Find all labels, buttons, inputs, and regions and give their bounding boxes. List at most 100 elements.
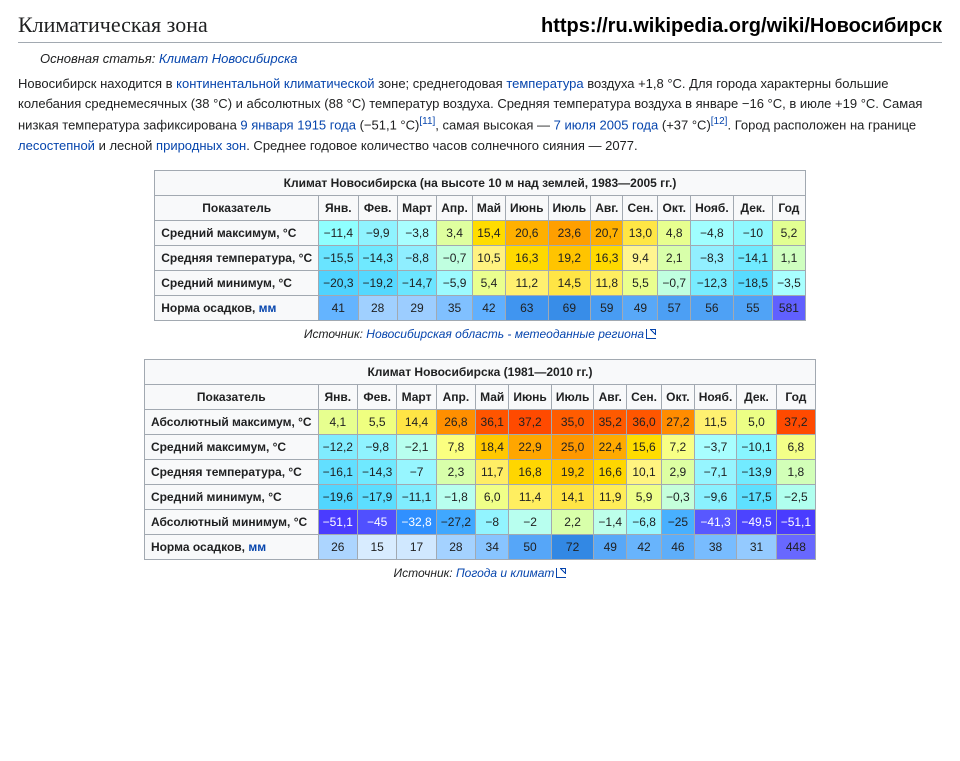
hatnote-link[interactable]: Климат Новосибирска [159,51,298,66]
data-cell: 6,8 [776,434,815,459]
data-cell: −2 [509,509,552,534]
data-cell: −25 [662,509,695,534]
col-year: Год [773,195,806,220]
source-link-2[interactable]: Погода и климат [456,566,566,580]
table-row: Средняя температура, °C−15,5−14,3−8,8−0,… [155,245,806,270]
data-cell: 19,2 [548,245,591,270]
table-row: Норма осадков, мм26151728345072494246383… [144,534,815,559]
source-link-1[interactable]: Новосибирская область - метеоданные реги… [366,327,656,341]
data-cell: 25,0 [551,434,594,459]
data-cell: 4,1 [318,409,357,434]
data-cell: 57 [658,295,691,320]
col-month: Май [476,384,509,409]
data-cell: 22,4 [594,434,627,459]
data-cell: −0,7 [658,270,691,295]
data-cell: 5,5 [357,409,396,434]
col-month: Сен. [627,384,662,409]
data-cell: 35,0 [551,409,594,434]
table-row: Средний максимум, °C−11,4−9,9−3,83,415,4… [155,220,806,245]
col-month: Июнь [506,195,549,220]
col-month: Окт. [658,195,691,220]
data-cell: 41 [319,295,358,320]
col-month: Март [397,384,436,409]
col-month: Апр. [437,195,473,220]
data-cell: 49 [623,295,658,320]
ref-12[interactable]: [12] [711,116,728,127]
col-indicator: Показатель [155,195,319,220]
data-cell: 11,9 [594,484,627,509]
data-cell: −19,2 [358,270,397,295]
data-cell: −6,8 [627,509,662,534]
col-month: Апр. [436,384,475,409]
section-title: Климатическая зона [18,12,208,38]
data-cell: −16,1 [318,459,357,484]
col-month: Нояб. [694,384,737,409]
table-row: Средняя температура, °C−16,1−14,3−72,311… [144,459,815,484]
data-cell: 56 [691,295,734,320]
data-cell: 448 [776,534,815,559]
data-cell: −2,5 [776,484,815,509]
data-cell: 5,4 [472,270,505,295]
data-cell: 7,2 [662,434,695,459]
data-cell: 5,9 [627,484,662,509]
data-cell: 11,2 [506,270,549,295]
data-cell: 2,1 [658,245,691,270]
col-month: Янв. [319,195,358,220]
data-cell: 11,8 [591,270,623,295]
data-cell: 19,2 [551,459,594,484]
data-cell: −12,3 [691,270,734,295]
data-cell: −14,1 [733,245,772,270]
data-cell: 15,4 [472,220,505,245]
data-cell: −0,3 [662,484,695,509]
data-cell: 38 [694,534,737,559]
row-label: Средний минимум, °C [144,484,318,509]
data-cell: −14,3 [358,245,397,270]
col-month: Дек. [737,384,776,409]
data-cell: 35 [437,295,473,320]
data-cell: 10,1 [627,459,662,484]
data-cell: 2,3 [436,459,475,484]
row-label: Средний максимум, °C [144,434,318,459]
data-cell: 5,0 [737,409,776,434]
row-label: Абсолютный минимум, °C [144,509,318,534]
data-cell: −41,3 [694,509,737,534]
data-cell: −13,9 [737,459,776,484]
col-month: Янв. [318,384,357,409]
data-cell: 14,4 [397,409,436,434]
col-month: Фев. [357,384,396,409]
data-cell: 2,9 [662,459,695,484]
data-cell: −14,3 [357,459,396,484]
data-cell: 5,2 [773,220,806,245]
climate-table-1: Климат Новосибирска (на высоте 10 м над … [154,170,806,321]
data-cell: 42 [472,295,505,320]
col-month: Фев. [358,195,397,220]
data-cell: −12,2 [318,434,357,459]
data-cell: −18,5 [733,270,772,295]
ref-11[interactable]: [11] [419,116,435,127]
climate-table-2: Климат Новосибирска (1981—2010 гг.)Показ… [144,359,816,560]
data-cell: −45 [357,509,396,534]
data-cell: 20,6 [506,220,549,245]
data-cell: −9,8 [357,434,396,459]
col-month: Май [472,195,505,220]
data-cell: 7,8 [436,434,475,459]
data-cell: −3,7 [694,434,737,459]
data-cell: −8 [476,509,509,534]
data-cell: 20,7 [591,220,623,245]
data-cell: 18,4 [476,434,509,459]
data-cell: 11,5 [694,409,737,434]
data-cell: −20,3 [319,270,358,295]
data-cell: 26 [318,534,357,559]
data-cell: 3,4 [437,220,473,245]
data-cell: 55 [733,295,772,320]
data-cell: 10,5 [472,245,505,270]
data-cell: 63 [506,295,549,320]
data-cell: −51,1 [776,509,815,534]
data-cell: −3,8 [397,220,436,245]
data-cell: −3,5 [773,270,806,295]
source-2: Источник: Погода и климат [18,566,942,580]
data-cell: −51,1 [318,509,357,534]
row-label: Норма осадков, мм [155,295,319,320]
row-label: Средняя температура, °C [155,245,319,270]
table-title: Климат Новосибирска (1981—2010 гг.) [144,359,815,384]
